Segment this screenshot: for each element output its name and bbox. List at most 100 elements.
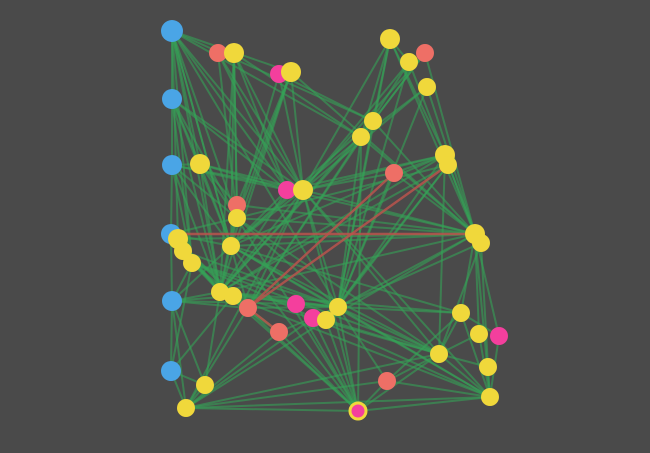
graph-node-y9-yellow[interactable] <box>439 156 457 174</box>
graph-edge <box>337 306 388 382</box>
graph-edge <box>337 242 482 308</box>
graph-edge <box>230 154 446 247</box>
graph-node-y18-yellow[interactable] <box>472 234 490 252</box>
graph-node-r4-salmon[interactable] <box>385 164 403 182</box>
graph-node-y21-yellow[interactable] <box>329 298 347 316</box>
graph-edge <box>199 163 288 191</box>
graph-edge <box>170 295 234 372</box>
graph-edge <box>191 262 440 355</box>
graph-edge <box>185 307 249 409</box>
graph-node-y7-yellow[interactable] <box>352 128 370 146</box>
graph-node-y28-yellow[interactable] <box>196 376 214 394</box>
graph-node-y2-yellow[interactable] <box>281 62 301 82</box>
graph-edge <box>302 172 395 191</box>
graph-edge <box>312 317 359 412</box>
graph-node-r7-salmon[interactable] <box>378 372 396 390</box>
graph-edge <box>337 306 440 355</box>
graph-edge <box>217 52 304 191</box>
graph-edge <box>219 217 238 293</box>
graph-node-b6-blue[interactable] <box>161 361 181 381</box>
graph-edge <box>217 52 288 191</box>
graph-edge <box>170 164 173 235</box>
graph-edge <box>386 312 462 382</box>
graph-node-y6-yellow[interactable] <box>364 112 382 130</box>
graph-edge <box>204 291 221 386</box>
graph-edge <box>325 319 440 355</box>
graph-edge <box>236 73 280 219</box>
graph-edge <box>230 233 476 247</box>
graph-node-p5-pink[interactable] <box>490 327 508 345</box>
graph-edge <box>337 306 462 314</box>
graph-edge <box>386 380 491 398</box>
graph-edge <box>219 71 292 293</box>
graph-node-y11-yellow[interactable] <box>293 180 313 200</box>
graph-node-y4-yellow[interactable] <box>400 53 418 71</box>
graph-node-y27-yellow[interactable] <box>481 388 499 406</box>
graph-node-y5-yellow[interactable] <box>418 78 436 96</box>
graph-node-b2-blue[interactable] <box>162 89 182 109</box>
graph-edge <box>170 262 193 372</box>
graph-node-b5-blue[interactable] <box>162 291 182 311</box>
graph-node-y24-yellow[interactable] <box>470 325 488 343</box>
graph-node-p2-pink[interactable] <box>278 181 296 199</box>
graph-edge <box>171 300 206 386</box>
graph-edge <box>337 120 374 308</box>
graph-edge <box>438 242 482 355</box>
graph-node-r3-salmon[interactable] <box>228 196 246 214</box>
graph-edge <box>185 380 388 409</box>
graph-edge <box>171 300 187 409</box>
graph-node-p6-pink[interactable] <box>348 401 368 421</box>
graph-node-y20-yellow[interactable] <box>224 287 242 305</box>
graph-edge <box>278 73 374 122</box>
graph-edge <box>438 353 491 398</box>
graph-node-b1-blue[interactable] <box>161 20 183 42</box>
graph-node-y22-yellow[interactable] <box>317 311 335 329</box>
graph-edge <box>230 189 288 247</box>
graph-edge <box>290 71 304 191</box>
graph-edge <box>171 30 288 191</box>
graph-edge <box>230 245 462 314</box>
graph-edge <box>233 52 304 191</box>
graph-edge <box>393 172 476 235</box>
graph-node-y16-yellow[interactable] <box>183 254 201 272</box>
graph-edge <box>325 319 359 412</box>
graph-node-r1-salmon[interactable] <box>209 44 227 62</box>
graph-edge <box>232 295 359 412</box>
graph-node-y26-yellow[interactable] <box>479 358 497 376</box>
graph-edge <box>302 189 440 355</box>
graph-node-y12-yellow[interactable] <box>228 209 246 227</box>
graph-node-y10-yellow[interactable] <box>190 154 210 174</box>
graph-node-y1-yellow[interactable] <box>224 43 244 63</box>
graph-edge <box>171 98 193 264</box>
graph-edge <box>278 331 359 412</box>
graph-edge <box>185 319 327 409</box>
graph-edge <box>278 73 304 191</box>
graph-edge <box>230 189 304 247</box>
graph-edge <box>219 233 476 293</box>
graph-edge <box>236 217 440 355</box>
graph-node-r2-salmon[interactable] <box>416 44 434 62</box>
graph-node-r5-salmon[interactable] <box>239 299 257 317</box>
graph-edge <box>191 262 491 398</box>
graph-node-y13-yellow[interactable] <box>222 237 240 255</box>
graph-edge <box>217 52 238 219</box>
graph-edge <box>302 38 391 191</box>
graph-node-y25-yellow[interactable] <box>430 345 448 363</box>
graph-edge-highlight <box>246 171 396 310</box>
graph-node-b3-blue[interactable] <box>162 155 182 175</box>
graph-node-r6-salmon[interactable] <box>270 323 288 341</box>
graph-edge <box>236 71 292 206</box>
graph-edge <box>247 189 304 309</box>
graph-node-y3-yellow[interactable] <box>380 29 400 49</box>
graph-node-p3-pink[interactable] <box>287 295 305 313</box>
graph-edge <box>171 30 362 138</box>
graph-node-y23-yellow[interactable] <box>452 304 470 322</box>
graph-edge <box>182 250 339 308</box>
graph-edge <box>185 396 491 409</box>
graph-edge <box>171 30 179 240</box>
graph-edge <box>337 306 491 398</box>
graph-edge <box>302 52 426 191</box>
graph-node-y29-yellow[interactable] <box>177 399 195 417</box>
graph-edge <box>171 30 193 264</box>
